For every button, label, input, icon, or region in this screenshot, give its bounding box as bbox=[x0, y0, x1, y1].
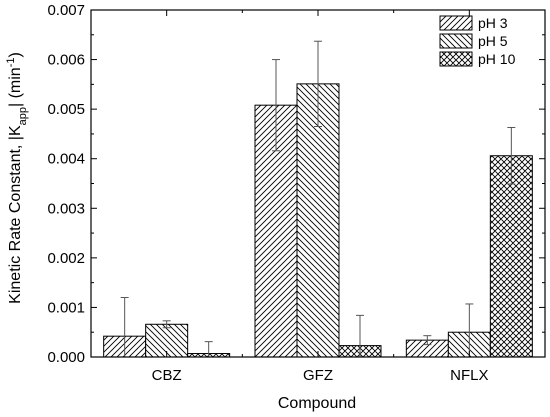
error-bar-gfz-ph3 bbox=[272, 59, 280, 152]
y-tick-label: 0.005 bbox=[47, 101, 85, 118]
axes-layer: 0.000 0.001 0.002 0.003 0.004 0.005 0.006 0.007… bbox=[47, 2, 546, 384]
legend-label: pH 3 bbox=[478, 15, 508, 31]
y-tick-label: 0.007 bbox=[47, 2, 85, 19]
legend: pH 3 pH 5 pH 10 bbox=[439, 15, 516, 67]
error-bar-nflx-ph3 bbox=[423, 335, 432, 346]
error-bar-nflx-ph10 bbox=[507, 126, 516, 185]
y-axis-title: Kinetic Rate Constant, |Kapp| (min-1) bbox=[5, 52, 29, 304]
x-tick-label-nflx: NFLX bbox=[450, 367, 488, 384]
x-tick-label-gfz: GFZ bbox=[303, 367, 333, 384]
error-bar-gfz-ph5 bbox=[314, 40, 322, 127]
legend-label: pH 10 bbox=[478, 51, 516, 67]
legend-item-ph3: pH 3 bbox=[439, 15, 508, 31]
error-bar-cbz-ph5 bbox=[162, 320, 171, 329]
error-bars-layer bbox=[120, 40, 516, 358]
legend-label: pH 5 bbox=[478, 33, 508, 49]
x-axis-title: Compound bbox=[278, 395, 356, 412]
legend-item-ph5: pH 5 bbox=[439, 33, 508, 49]
legend-swatch bbox=[439, 51, 473, 67]
legend-swatch bbox=[439, 33, 473, 49]
y-tick-label: 0.001 bbox=[47, 299, 85, 316]
y-tick-label: 0.006 bbox=[47, 52, 85, 69]
y-tick-label: 0.003 bbox=[47, 200, 85, 217]
x-tick-label-cbz: CBZ bbox=[152, 367, 182, 384]
legend-swatch bbox=[439, 15, 473, 31]
bar-nflx-ph10 bbox=[489, 155, 533, 358]
y-tick-label: 0.002 bbox=[47, 250, 85, 267]
y-tick-label: 0.000 bbox=[47, 349, 85, 366]
y-tick-label: 0.004 bbox=[47, 151, 85, 168]
legend-item-ph10: pH 10 bbox=[439, 51, 516, 67]
